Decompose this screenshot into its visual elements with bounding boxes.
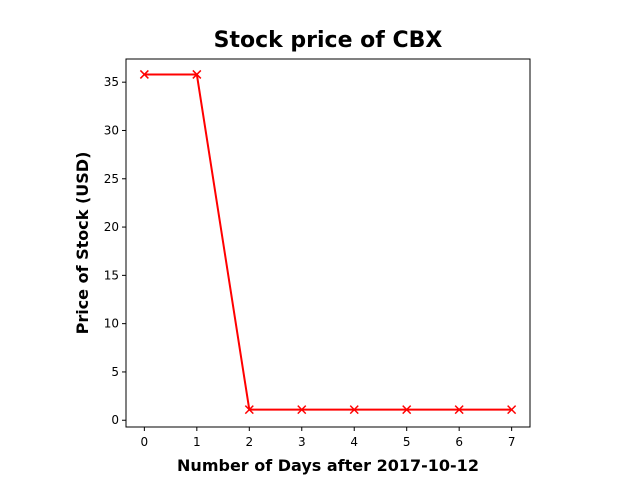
series-line <box>144 73 512 411</box>
x-tick-label: 6 <box>455 435 463 449</box>
plot-area <box>125 58 531 428</box>
y-tick-label: 10 <box>104 317 119 331</box>
series-group <box>139 69 517 415</box>
y-tick-label: 5 <box>111 365 119 379</box>
data-point-marker <box>349 405 359 415</box>
x-axis: 0 1 2 3 4 5 6 7 <box>141 427 516 449</box>
y-tick-label: 25 <box>104 172 119 186</box>
y-tick-label: 35 <box>104 75 119 89</box>
x-tick-label: 5 <box>403 435 411 449</box>
x-tick-label: 4 <box>350 435 358 449</box>
x-tick-label: 1 <box>193 435 201 449</box>
x-tick-label: 3 <box>298 435 306 449</box>
data-point-marker <box>297 405 307 415</box>
x-tick-label: 7 <box>508 435 516 449</box>
x-tick-label: 0 <box>141 435 149 449</box>
x-axis-label: Number of Days after 2017-10-12 <box>177 456 479 475</box>
y-tick-label: 30 <box>104 123 119 137</box>
x-tick-label: 2 <box>245 435 253 449</box>
y-tick-label: 20 <box>104 220 119 234</box>
y-axis: 0 5 10 15 20 25 30 35 <box>104 75 126 427</box>
y-axis-label: Price of Stock (USD) <box>73 152 92 335</box>
data-point-marker <box>402 405 412 415</box>
data-point-marker <box>454 405 464 415</box>
y-tick-label: 15 <box>104 268 119 282</box>
chart-title: Stock price of CBX <box>214 28 443 53</box>
data-point-marker <box>244 405 254 415</box>
data-point-marker <box>507 405 517 415</box>
y-tick-label: 0 <box>111 413 119 427</box>
data-point-marker <box>139 69 149 79</box>
data-point-marker <box>192 69 202 79</box>
